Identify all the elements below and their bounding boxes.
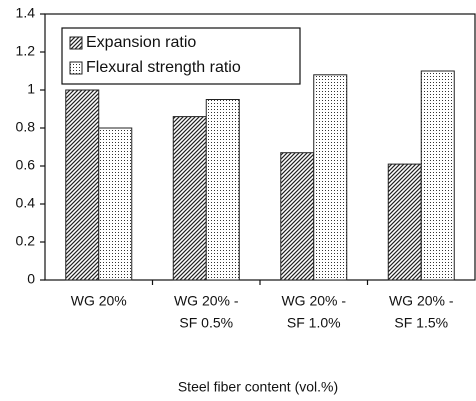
bar: [420, 70, 455, 281]
legend-box: [61, 27, 301, 85]
y-tick-label: 0.2: [16, 233, 36, 249]
bar: [205, 99, 240, 281]
y-tick-label: 1: [27, 81, 35, 97]
bar: [313, 74, 348, 281]
y-tick-label: 0: [27, 271, 35, 287]
legend-label: Flexural strength ratio: [86, 59, 241, 76]
bar: [65, 89, 100, 281]
bar: [172, 116, 207, 281]
bar: [280, 152, 315, 281]
legend-swatch: [69, 36, 83, 50]
x-tick-label: SF 1.0%: [287, 315, 341, 331]
x-tick-label: SF 0.5%: [179, 315, 233, 331]
bar: [98, 127, 133, 281]
y-tick-label: 1.2: [16, 43, 36, 59]
legend-label: Expansion ratio: [86, 34, 196, 51]
x-tick-label: WG 20% -: [281, 293, 346, 309]
x-tick-label: WG 20% -: [389, 293, 454, 309]
legend-swatch: [69, 61, 83, 75]
x-tick-label: SF 1.5%: [394, 315, 448, 331]
bar: [387, 163, 422, 281]
y-tick-label: 0.4: [16, 195, 36, 211]
y-tick-label: 0.8: [16, 119, 36, 135]
x-tick-label: WG 20% -: [174, 293, 239, 309]
x-axis-title: Steel fiber content (vol.%): [178, 379, 338, 395]
y-tick-label: 0.6: [16, 157, 36, 173]
x-tick-label: WG 20%: [71, 293, 127, 309]
y-tick-label: 1.4: [16, 5, 36, 21]
